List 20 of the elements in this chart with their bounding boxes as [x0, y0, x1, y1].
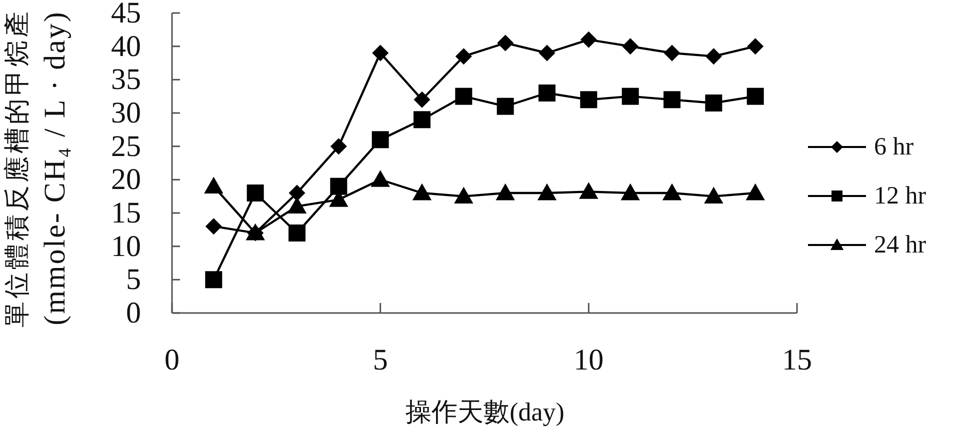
- y-axis-title: (mmole- CH₄ / L · day): [38, 10, 72, 326]
- x-axis-title: 操作天數(day): [406, 398, 564, 426]
- y-tick-label: 20: [111, 163, 141, 196]
- y-tick-label: 45: [111, 0, 141, 30]
- y-tick-label: 0: [126, 296, 141, 330]
- x-tick-label: 0: [164, 344, 180, 376]
- x-tick-label: 15: [782, 344, 812, 376]
- x-tick-label: 5: [372, 344, 388, 376]
- y-tick-label: 25: [111, 130, 141, 163]
- y-axis-title: 單位體積反應槽的甲烷產: [2, 8, 32, 328]
- y-tick-label: 30: [111, 96, 141, 130]
- legend-label: 12 hr: [874, 182, 926, 210]
- y-tick-label: 5: [126, 263, 141, 296]
- legend-label: 24 hr: [874, 232, 926, 258]
- y-tick-label: 15: [111, 196, 141, 230]
- y-tick-label: 35: [111, 63, 141, 96]
- y-tick-label: 40: [111, 30, 141, 63]
- legend-label: 6 hr: [874, 134, 914, 160]
- y-tick-label: 10: [111, 230, 141, 263]
- x-tick-label: 10: [574, 344, 604, 376]
